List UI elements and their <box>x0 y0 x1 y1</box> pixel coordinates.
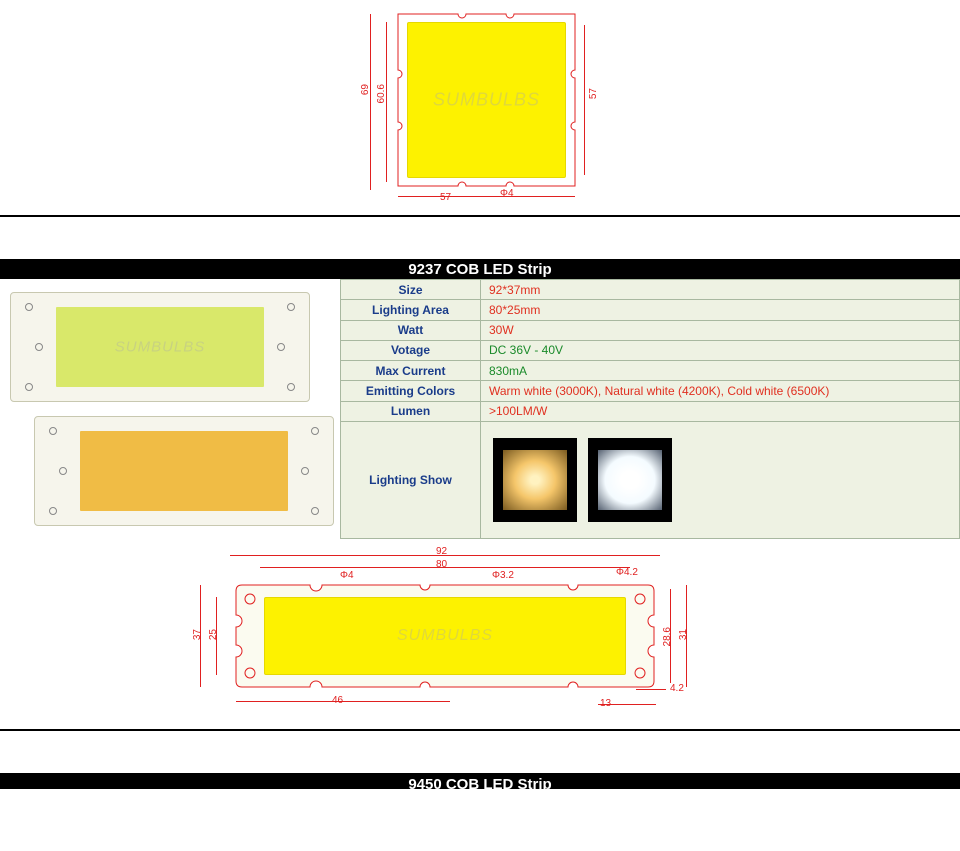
hole-icon <box>35 343 43 351</box>
banner-9450-text: 9450 COB LED Strip <box>408 776 551 789</box>
top-diagram: SUMBULBS 69 60.6 57 57 Φ4 <box>350 10 610 205</box>
dimline-right <box>584 25 585 175</box>
spec-label: Size <box>341 280 481 300</box>
hole-icon <box>301 467 309 475</box>
spec-label: Lighting Area <box>341 300 481 320</box>
spec-value: DC 36V - 40V <box>481 340 960 360</box>
banner-9237: 9237 COB LED Strip <box>0 259 960 279</box>
spec-value: 92*37mm <box>481 280 960 300</box>
spec-value: >100LM/W <box>481 401 960 421</box>
mid-emitter <box>264 597 626 675</box>
banner-9237-text: 9237 COB LED Strip <box>408 261 551 278</box>
dim-w-bl: 46 <box>332 695 343 706</box>
led-strip-green: SUMBULBS <box>10 292 310 402</box>
hole-icon <box>59 467 67 475</box>
hole-icon <box>287 383 295 391</box>
dim-h-r1: 28.6 <box>662 627 673 646</box>
hole-icon <box>311 507 319 515</box>
dim-off-br: 4.2 <box>670 683 684 694</box>
spec-value: 30W <box>481 320 960 340</box>
diagram-substrate: SUMBULBS <box>394 10 579 190</box>
spec-row: Lighting Area80*25mm <box>341 300 960 320</box>
dim-hole3: Φ4.2 <box>616 567 638 578</box>
spec-row: Max Current830mA <box>341 361 960 381</box>
hole-icon <box>49 427 57 435</box>
spec-row: Lumen>100LM/W <box>341 401 960 421</box>
hole-icon <box>277 343 285 351</box>
spec-label: Votage <box>341 340 481 360</box>
spec-row-lighting-show: Lighting Show <box>341 421 960 538</box>
banner-9450: 9450 COB LED Strip <box>0 773 960 789</box>
dimline-left2 <box>386 22 387 182</box>
lighting-sample-cold <box>588 438 672 522</box>
led-emitter-orange <box>80 431 288 511</box>
hole-icon <box>25 383 33 391</box>
spec-value: 830mA <box>481 361 960 381</box>
spec-table-9237: Size92*37mmLighting Area80*25mmWatt30WVo… <box>340 279 960 539</box>
product-row-9237: SUMBULBS Size92*37mmLighting Area80*25mm… <box>0 279 960 539</box>
hole-icon <box>287 303 295 311</box>
spacer-1 <box>0 217 960 259</box>
warm-glow-icon <box>503 450 567 510</box>
spec-label-lighting-show: Lighting Show <box>341 421 481 538</box>
mid-substrate: SUMBULBS <box>230 581 660 691</box>
dim-gap-br: 13 <box>600 698 611 709</box>
dim-w-emit: 80 <box>436 559 447 570</box>
spec-row: Size92*37mm <box>341 280 960 300</box>
dim-hole2: Φ3.2 <box>492 570 514 581</box>
hole-icon <box>49 507 57 515</box>
dimline-bottom <box>398 196 575 197</box>
dim-width-bottom: 57 <box>440 192 451 203</box>
dimline-left1 <box>370 14 371 190</box>
dim-hole-dia: Φ4 <box>500 188 514 199</box>
spec-row: Watt30W <box>341 320 960 340</box>
hole-icon <box>25 303 33 311</box>
spacer-2 <box>0 731 960 773</box>
spec-row: VotageDC 36V - 40V <box>341 340 960 360</box>
spec-row: Emitting ColorsWarm white (3000K), Natur… <box>341 381 960 401</box>
product-photo-9237: SUMBULBS <box>0 279 340 539</box>
spec-label: Watt <box>341 320 481 340</box>
cold-glow-icon <box>598 450 662 510</box>
spec-value: Warm white (3000K), Natural white (4200K… <box>481 381 960 401</box>
top-diagram-area: SUMBULBS 69 60.6 57 57 Φ4 <box>0 0 960 215</box>
dimline-off42 <box>636 689 666 690</box>
led-strip-orange <box>34 416 334 526</box>
diagram-emitter <box>407 22 566 178</box>
spec-label: Emitting Colors <box>341 381 481 401</box>
dim-h-left1: 37 <box>192 629 203 640</box>
mid-diagram-area: 92 80 Φ4 Φ3.2 Φ4.2 SUMBULBS 37 25 <box>0 539 960 729</box>
dim-height-right: 57 <box>588 88 599 99</box>
spec-value-lighting-show <box>481 421 960 538</box>
led-emitter-green <box>56 307 264 387</box>
dim-h-left2: 25 <box>208 629 219 640</box>
dim-hole1: Φ4 <box>340 570 354 581</box>
hole-icon <box>311 427 319 435</box>
spec-label: Max Current <box>341 361 481 381</box>
spec-value: 80*25mm <box>481 300 960 320</box>
mid-diagram: 92 80 Φ4 Φ3.2 Φ4.2 SUMBULBS 37 25 <box>170 549 790 719</box>
dim-w-full: 92 <box>436 546 447 557</box>
spec-label: Lumen <box>341 401 481 421</box>
lighting-sample-warm <box>493 438 577 522</box>
dim-h-r2: 31 <box>678 629 689 640</box>
